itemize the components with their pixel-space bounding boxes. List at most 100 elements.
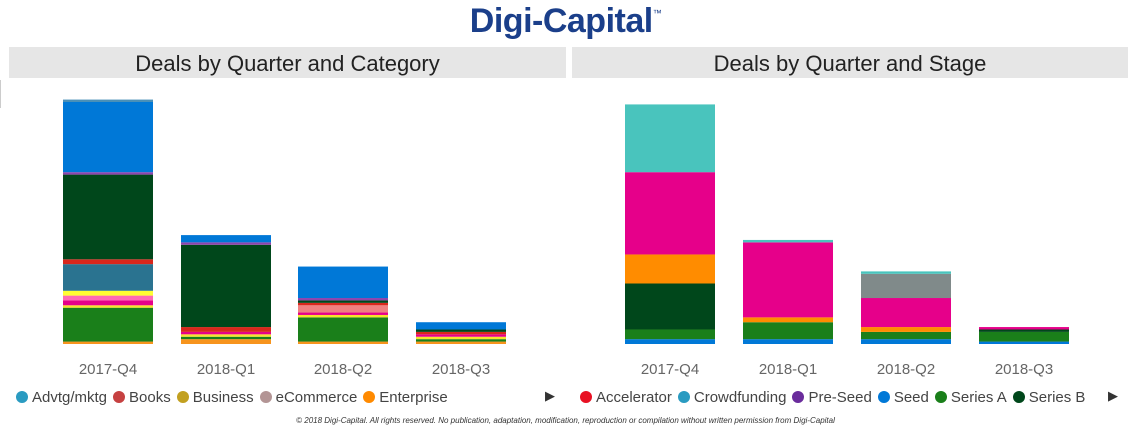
x-tick-label-stage: 2018-Q2 bbox=[877, 361, 935, 378]
legend-dot-icon bbox=[877, 391, 890, 403]
bar-category-2018-Q1-seg-9[interactable] bbox=[181, 244, 271, 328]
bar-stage-2018-Q2-seg-1[interactable] bbox=[861, 331, 951, 340]
bar-category-2018-Q3-seg-3[interactable] bbox=[416, 334, 506, 337]
legend-item[interactable]: Books bbox=[113, 389, 171, 406]
bar-category-2017-Q4-seg-12[interactable] bbox=[63, 99, 153, 102]
legend-dot-icon bbox=[363, 391, 376, 403]
bar-category-2018-Q3-seg-8[interactable] bbox=[416, 331, 506, 335]
bar-stage-2018-Q3-seg-4[interactable] bbox=[979, 327, 1069, 330]
legend-label: Crowdfunding bbox=[693, 388, 787, 406]
bar-category-2018-Q2-seg-11[interactable] bbox=[298, 266, 388, 299]
legend-dot-icon bbox=[16, 391, 28, 403]
chart-title-stage: Deals by Quarter and Stage bbox=[572, 47, 1128, 78]
bar-category-2018-Q1-seg-10[interactable] bbox=[181, 242, 271, 245]
bar-category-2018-Q2-seg-9[interactable] bbox=[298, 300, 388, 303]
legend-item[interactable]: Seed bbox=[877, 388, 929, 406]
bar-category-2018-Q1-seg-0[interactable] bbox=[181, 339, 271, 344]
bar-category-2017-Q4-seg-11[interactable] bbox=[63, 102, 153, 173]
bar-category-2017-Q4-seg-0[interactable] bbox=[63, 341, 153, 344]
bar-stage-2018-Q2-seg-3[interactable] bbox=[861, 327, 951, 332]
bar-category-2018-Q2-seg-0[interactable] bbox=[298, 341, 388, 344]
left-divider bbox=[0, 80, 1, 108]
bar-category-2017-Q4-seg-9[interactable] bbox=[63, 174, 153, 260]
x-tick-label-category: 2018-Q1 bbox=[197, 361, 255, 378]
bar-stage-2018-Q1-seg-6[interactable] bbox=[743, 239, 833, 243]
logo-trademark: ™ bbox=[652, 8, 662, 18]
bar-category-2017-Q4-seg-4[interactable] bbox=[63, 295, 153, 301]
legend-next-arrow-icon[interactable]: ▶ bbox=[545, 388, 555, 403]
bar-stage-2018-Q2-seg-4[interactable] bbox=[861, 298, 951, 328]
bar-category-2018-Q2-seg-7[interactable] bbox=[298, 305, 388, 313]
bar-stage-2018-Q2-seg-5[interactable] bbox=[861, 273, 951, 299]
bar-category-2018-Q2-seg-10[interactable] bbox=[298, 298, 388, 301]
bar-category-2017-Q4-seg-6[interactable] bbox=[63, 264, 153, 291]
bar-category-2018-Q3-seg-9[interactable] bbox=[416, 329, 506, 332]
legend-dot-icon bbox=[934, 391, 947, 403]
bar-category-2017-Q4-seg-5[interactable] bbox=[63, 290, 153, 296]
legend-dot-icon bbox=[176, 391, 189, 403]
bar-category-2018-Q1-seg-3[interactable] bbox=[181, 331, 271, 335]
bar-stage-2017-Q4-seg-0[interactable] bbox=[625, 339, 715, 344]
x-tick-label-stage: 2018-Q3 bbox=[995, 361, 1053, 378]
bar-category-2018-Q2-seg-8[interactable] bbox=[298, 302, 388, 306]
legend-item[interactable]: eCommerce bbox=[259, 388, 358, 406]
bar-category-2018-Q3-seg-2[interactable] bbox=[416, 336, 506, 340]
legend-label: Seed bbox=[893, 388, 929, 406]
bar-category-2018-Q1-seg-11[interactable] bbox=[181, 235, 271, 243]
legend-label: Books bbox=[129, 388, 171, 406]
legend-item[interactable]: Series A bbox=[934, 389, 1007, 406]
legend-label: eCommerce bbox=[275, 388, 358, 406]
bar-category-2017-Q4-seg-10[interactable] bbox=[63, 172, 153, 175]
legend-dot-icon bbox=[792, 391, 805, 403]
legend-item[interactable]: Crowdfunding bbox=[677, 388, 787, 406]
legend-item[interactable]: Business bbox=[176, 389, 254, 406]
bar-stage-2018-Q2-seg-0[interactable] bbox=[861, 339, 951, 344]
bar-stage-2018-Q3-seg-1[interactable] bbox=[979, 331, 1069, 342]
legend-next-arrow-icon[interactable]: ▶ bbox=[1108, 388, 1118, 403]
legend-label: Enterprise bbox=[379, 388, 448, 406]
bar-category-2018-Q3-seg-11[interactable] bbox=[416, 322, 506, 330]
logo: Digi-Capital™ bbox=[0, 2, 1131, 41]
legend-item[interactable]: Pre-Seed bbox=[792, 389, 872, 406]
bar-stage-2018-Q1-seg-1[interactable] bbox=[743, 322, 833, 340]
logo-text: Digi-Capital bbox=[469, 2, 653, 40]
bar-category-2018-Q3-seg-1[interactable] bbox=[416, 339, 506, 342]
bar-category-2018-Q1-seg-2[interactable] bbox=[181, 334, 271, 337]
copyright-footer: © 2018 Digi-Capital. All rights reserved… bbox=[296, 416, 835, 425]
legend-label: Accelerator bbox=[596, 388, 672, 406]
legend-stage: Accelerator Crowdfunding Pre-Seed Seed Serie… bbox=[580, 386, 1091, 408]
bar-category-2018-Q2-seg-2[interactable] bbox=[298, 314, 388, 318]
legend-label: Advtg/mktg bbox=[32, 388, 108, 406]
bar-stage-2017-Q4-seg-4[interactable] bbox=[625, 172, 715, 255]
bar-stage-2018-Q2-seg-6[interactable] bbox=[861, 271, 951, 274]
bar-category-2017-Q4-seg-3[interactable] bbox=[63, 300, 153, 306]
legend-category: Advtg/mktg Books Business eCommerce Enterpri… bbox=[16, 386, 454, 408]
bar-category-2018-Q2-seg-3[interactable] bbox=[298, 312, 388, 315]
legend-item[interactable]: Advtg/mktg bbox=[16, 389, 107, 406]
bar-stage-2017-Q4-seg-3[interactable] bbox=[625, 254, 715, 284]
legend-item[interactable]: Accelerator bbox=[580, 389, 672, 406]
x-tick-label-category: 2017-Q4 bbox=[79, 361, 137, 378]
bar-stage-2018-Q1-seg-3[interactable] bbox=[743, 317, 833, 323]
bar-category-2017-Q4-seg-1[interactable] bbox=[63, 307, 153, 342]
bar-category-2017-Q4-seg-2[interactable] bbox=[63, 305, 153, 308]
bar-category-2018-Q2-seg-1[interactable] bbox=[298, 317, 388, 342]
x-tick-label-stage: 2018-Q1 bbox=[759, 361, 817, 378]
bar-stage-2018-Q1-seg-4[interactable] bbox=[743, 242, 833, 318]
legend-dot-icon bbox=[113, 391, 126, 403]
legend-item[interactable]: Enterprise bbox=[363, 388, 448, 406]
bar-stage-2018-Q3-seg-0[interactable] bbox=[979, 341, 1069, 344]
legend-label: Series B bbox=[1028, 388, 1086, 406]
bar-stage-2017-Q4-seg-1[interactable] bbox=[625, 329, 715, 340]
bar-stage-2018-Q3-seg-2[interactable] bbox=[979, 329, 1069, 332]
bar-stage-2017-Q4-seg-6[interactable] bbox=[625, 104, 715, 173]
bar-category-2018-Q1-seg-1[interactable] bbox=[181, 336, 271, 340]
bar-category-2018-Q1-seg-8[interactable] bbox=[181, 327, 271, 332]
bar-category-2018-Q3-seg-0[interactable] bbox=[416, 341, 506, 344]
legend-dot-icon bbox=[580, 391, 592, 403]
bar-category-2017-Q4-seg-8[interactable] bbox=[63, 259, 153, 265]
legend-dot-icon bbox=[677, 391, 690, 403]
bar-stage-2017-Q4-seg-2[interactable] bbox=[625, 283, 715, 330]
bar-stage-2018-Q1-seg-0[interactable] bbox=[743, 339, 833, 344]
legend-item[interactable]: Series B bbox=[1012, 388, 1086, 406]
